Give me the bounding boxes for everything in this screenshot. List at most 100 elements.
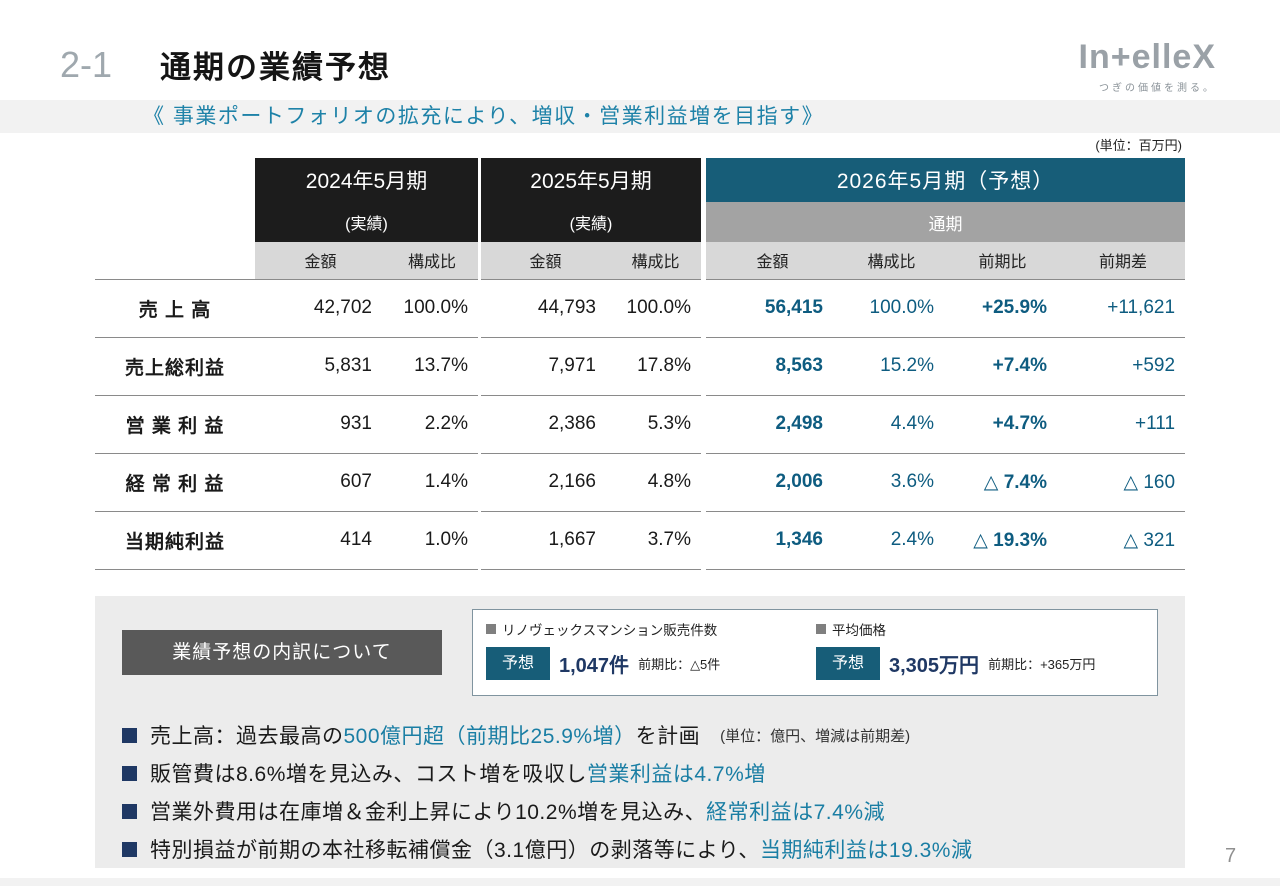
fy2025-amount: 2,386 <box>481 395 610 454</box>
table-header-row-2: (実績) (実績) 通期 <box>95 202 1186 242</box>
column-gap <box>478 395 481 453</box>
fy2026-diff: +111 <box>1061 395 1186 454</box>
page-title: 通期の業績予想 <box>160 50 391 85</box>
bullet-unit-note: (単位：億円、増減は前期差) <box>720 727 911 745</box>
fy2024-ratio: 13.7% <box>386 337 478 396</box>
unit-note: (単位：百万円) <box>1095 138 1182 153</box>
subheader-ratio: 構成比 <box>839 242 944 279</box>
logo-text: In+elleX <box>1078 38 1216 76</box>
company-logo: In+elleX つぎの価値を測る。 <box>1078 38 1216 94</box>
fy2024-ratio: 100.0% <box>386 278 478 338</box>
bullet-item-nonoperating: 営業外費用は在庫増＆金利上昇により10.2%増を見込み、 経常利益は7.4%減 <box>122 792 972 830</box>
kpi-box: リノヴェックスマンション販売件数 予想 1,047件 前期比：△5件 平均価格 … <box>472 609 1158 696</box>
column-gap <box>478 158 481 202</box>
legend-square-icon <box>816 624 826 634</box>
column-gap <box>701 242 706 279</box>
bullet-square-icon <box>122 727 137 743</box>
table-subheader-row: 金額 構成比 金額 構成比 金額 構成比 前期比 前期差 <box>95 242 1186 279</box>
column-gap <box>478 202 481 242</box>
fy2024-ratio: 2.2% <box>386 395 478 454</box>
row-label: 経 常 利 益 <box>95 453 255 512</box>
logo-tagline: つぎの価値を測る。 <box>1099 82 1216 94</box>
fy2026-ratio: 15.2% <box>839 337 944 396</box>
bullet-text: 営業外費用は在庫増＆金利上昇により10.2%増を見込み、 <box>150 801 707 824</box>
fy2025-ratio: 5.3% <box>610 395 701 454</box>
kpi-legend-row: 平均価格 <box>816 619 1095 639</box>
bullet-square-icon <box>122 803 137 819</box>
row-label: 当期純利益 <box>95 511 255 570</box>
fy2026-ratio: 100.0% <box>839 278 944 338</box>
fy2025-amount: 7,971 <box>481 337 610 396</box>
bullet-square-icon <box>122 841 137 857</box>
bullet-highlight: 当期純利益は19.3%減 <box>759 839 973 862</box>
fy2026-yoy: +7.4% <box>944 337 1061 396</box>
subheader-ratio: 構成比 <box>610 242 701 279</box>
column-gap <box>701 511 706 569</box>
subheader-yoy: 前期比 <box>944 242 1061 279</box>
fy2025-amount: 2,166 <box>481 453 610 512</box>
subheader-amount: 金額 <box>481 242 610 279</box>
subheader-amount: 金額 <box>706 242 839 279</box>
col-group-fy2025: 2025年5月期 <box>481 158 701 202</box>
column-gap <box>701 337 706 395</box>
table-corner-blank <box>95 202 255 242</box>
breakdown-section-label: 業績予想の内訳について <box>122 630 442 675</box>
kpi-value-row: 予想 3,305万円 前期比：+365万円 <box>816 647 1095 680</box>
section-number: 2-1 <box>60 44 113 85</box>
forecast-badge: 予想 <box>816 647 880 680</box>
column-gap <box>701 202 706 242</box>
table-row-operating-profit: 営 業 利 益 931 2.2% 2,386 5.3% 2,498 4.4% +… <box>95 395 1186 454</box>
bullet-highlight: 経常利益は7.4%減 <box>706 801 885 824</box>
subheader-amount: 金額 <box>255 242 386 279</box>
fy2025-ratio: 3.7% <box>610 511 701 570</box>
kpi-value: 1,047件 <box>559 655 630 677</box>
col-group-fy2024: 2024年5月期 <box>255 158 478 202</box>
row-label: 営 業 利 益 <box>95 395 255 454</box>
kpi-average-price: 平均価格 予想 3,305万円 前期比：+365万円 <box>816 619 1095 686</box>
fy2026-diff: +592 <box>1061 337 1186 396</box>
forecast-badge: 予想 <box>486 647 550 680</box>
forecast-notes-panel: 業績予想の内訳について リノヴェックスマンション販売件数 予想 1,047件 前… <box>95 596 1185 868</box>
fy2026-amount: 2,498 <box>706 395 839 454</box>
subheader-ratio: 構成比 <box>386 242 478 279</box>
fy2025-amount: 44,793 <box>481 278 610 338</box>
fy2025-actual-label: (実績) <box>481 202 701 242</box>
kpi-value-row: 予想 1,047件 前期比：△5件 <box>486 647 816 680</box>
column-gap <box>478 337 481 395</box>
fy2026-amount: 1,346 <box>706 511 839 570</box>
fy2026-fullyear-label: 通期 <box>706 202 1186 242</box>
fy2024-amount: 414 <box>255 511 386 570</box>
fy2026-amount: 8,563 <box>706 337 839 396</box>
bullet-square-icon <box>122 765 137 781</box>
column-gap <box>478 511 481 569</box>
bullet-highlight: 500億円超（前期比25.9%増） <box>343 725 636 748</box>
subtitle: 《 事業ポートフォリオの拡充により、増収・営業利益増を目指す》 <box>143 105 825 128</box>
bullet-item-sales: 売上高：過去最高の 500億円超（前期比25.9%増） を計画 (単位：億円、増… <box>122 716 972 754</box>
bullet-item-extraordinary: 特別損益が前期の本社移転補償金（3.1億円）の剥落等により、 当期純利益は19.… <box>122 830 972 868</box>
bullet-text: を計画 <box>635 725 701 748</box>
column-gap <box>478 279 481 337</box>
kpi-value: 3,305万円 <box>889 655 980 677</box>
fy2025-ratio: 100.0% <box>610 278 701 338</box>
fy2026-amount: 2,006 <box>706 453 839 512</box>
fy2026-yoy: +4.7% <box>944 395 1061 454</box>
fy2026-yoy: △ 19.3% <box>944 511 1061 570</box>
fy2025-ratio: 4.8% <box>610 453 701 512</box>
fy2026-amount: 56,415 <box>706 278 839 338</box>
bullet-text: 販管費は8.6%増を見込み、コスト増を吸収し <box>150 763 587 786</box>
kpi-legend-row: リノヴェックスマンション販売件数 <box>486 619 816 639</box>
page-number: 7 <box>1225 845 1237 867</box>
kpi-yoy-note: 前期比：+365万円 <box>988 657 1096 672</box>
kpi-yoy-note: 前期比：△5件 <box>638 657 721 672</box>
fy2026-ratio: 4.4% <box>839 395 944 454</box>
fy2024-amount: 42,702 <box>255 278 386 338</box>
col-group-fy2026-forecast: 2026年5月期（予想） <box>706 158 1186 202</box>
bullet-highlight: 営業利益は4.7%増 <box>586 763 766 786</box>
financial-forecast-table: 2024年5月期 2025年5月期 2026年5月期（予想） (実績) (実績)… <box>95 158 1186 570</box>
fy2024-amount: 607 <box>255 453 386 512</box>
kpi-legend-label: リノヴェックスマンション販売件数 <box>502 623 718 638</box>
table-corner-blank <box>95 158 255 202</box>
table-header-row-1: 2024年5月期 2025年5月期 2026年5月期（予想） <box>95 158 1186 202</box>
table-row-net-income: 当期純利益 414 1.0% 1,667 3.7% 1,346 2.4% △ 1… <box>95 511 1186 570</box>
subheader-diff: 前期差 <box>1061 242 1186 279</box>
